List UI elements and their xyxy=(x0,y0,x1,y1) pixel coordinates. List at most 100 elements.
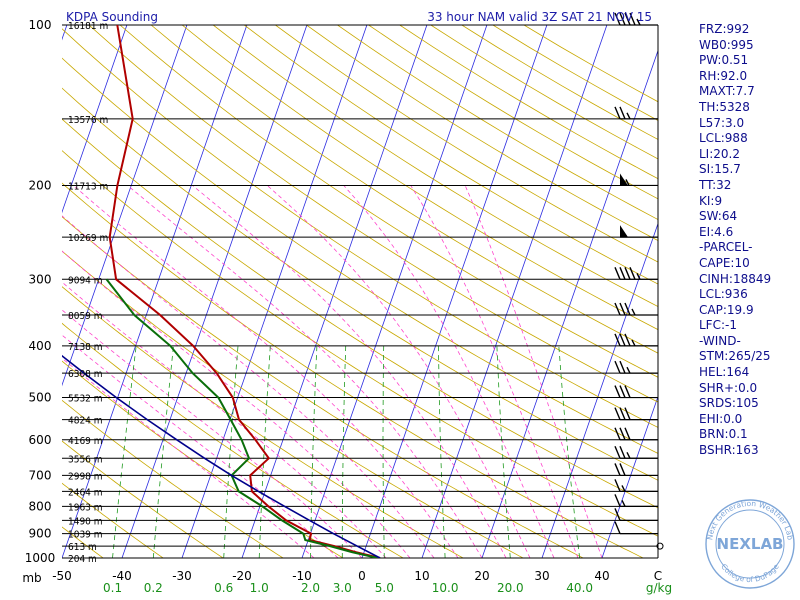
isotherm xyxy=(541,222,658,558)
index-item: LI:20.2 xyxy=(699,146,740,161)
pressure-tick-label: 300 xyxy=(29,272,52,286)
barb-flag xyxy=(624,12,631,26)
dry-adiabat xyxy=(62,150,658,537)
index-item: CAP:19.9 xyxy=(699,302,754,317)
height-label: 2464 m xyxy=(68,487,103,498)
barb-half xyxy=(621,500,626,507)
pressure-tick-label: 400 xyxy=(29,339,52,353)
index-item: SI:15.7 xyxy=(699,162,741,177)
temperature-tick-label: 40 xyxy=(594,569,609,583)
wind-barb xyxy=(614,479,658,493)
barb-half xyxy=(636,18,641,26)
mixing-ratio-label: 5.0 xyxy=(375,581,394,595)
barb-flag xyxy=(629,267,636,280)
pressure-tick-label: 900 xyxy=(29,527,52,541)
barb-flag xyxy=(614,302,621,316)
barb-half xyxy=(631,308,636,316)
pressure-tick-label: 200 xyxy=(29,178,52,192)
mixing-ratio-label: 2.0 xyxy=(301,581,320,595)
height-label: 4824 m xyxy=(68,416,103,427)
index-item: TT:32 xyxy=(699,177,732,192)
index-item: RH:92.0 xyxy=(699,68,748,83)
wind-barb xyxy=(614,302,658,316)
mixing-ratio-label: 40.0 xyxy=(566,581,593,595)
barb-flag xyxy=(624,407,631,420)
barb-flag xyxy=(619,407,626,420)
moist-adiabat xyxy=(62,334,339,558)
index-item: L57:3.0 xyxy=(699,115,745,130)
barb-flag xyxy=(619,385,626,398)
barb-flag xyxy=(614,385,621,398)
index-item: SW:64 xyxy=(699,209,738,224)
barb-half xyxy=(636,272,641,280)
barb-flag xyxy=(624,302,631,316)
height-label: 6308 m xyxy=(68,369,103,380)
barb-flag xyxy=(624,427,631,441)
temperature-tick-label: 20 xyxy=(474,569,489,583)
barb-flag xyxy=(614,12,621,26)
temperature-tick-label: -10 xyxy=(292,569,312,583)
isotherm xyxy=(0,25,7,558)
height-label: 8059 m xyxy=(68,311,103,322)
height-label: 1963 m xyxy=(68,502,103,513)
index-item: FRZ:992 xyxy=(699,22,750,36)
isotherm-lines xyxy=(0,25,658,558)
index-item: WB0:995 xyxy=(699,37,754,52)
barb-half xyxy=(621,485,626,492)
isotherm xyxy=(62,25,128,214)
wind-barb xyxy=(614,106,658,120)
wind-barb xyxy=(614,385,658,399)
moist-adiabat xyxy=(464,185,603,558)
index-item: KI:9 xyxy=(699,193,723,208)
index-item: EHI:0.0 xyxy=(699,411,743,426)
barb-pennant xyxy=(620,225,628,238)
isotherm xyxy=(241,25,428,558)
temperature-line xyxy=(108,25,381,558)
barb-flag xyxy=(614,267,621,280)
wind-barb xyxy=(614,494,658,507)
barb-half xyxy=(626,451,631,459)
chart-subtitle: 33 hour NAM valid 3Z SAT 21 NOV 15 xyxy=(427,10,652,24)
barb-flag xyxy=(619,446,626,459)
index-item: -WIND- xyxy=(699,333,741,348)
pressure-tick-label: 800 xyxy=(29,499,52,513)
index-item: BRN:0.1 xyxy=(699,427,748,442)
mixing-ratio-label: 0.6 xyxy=(214,581,233,595)
wind-barb xyxy=(614,508,658,521)
isotherm xyxy=(361,25,548,558)
index-item: HEL:164 xyxy=(699,365,750,380)
index-item: -PARCEL- xyxy=(699,240,753,255)
barb-pennant xyxy=(620,173,628,186)
index-item: LCL:936 xyxy=(699,287,748,302)
nexlab-logo: Next Generation Weather Lab College of D… xyxy=(705,499,795,589)
wind-barb xyxy=(614,446,658,459)
mixing-ratio-label: 3.0 xyxy=(333,581,352,595)
barb-flag xyxy=(619,267,626,280)
barb-flag xyxy=(619,12,626,26)
isotherm xyxy=(62,25,188,387)
barb-flag xyxy=(624,333,631,347)
height-label: 3556 m xyxy=(68,454,103,465)
barb-flag xyxy=(619,427,626,441)
wind-barb xyxy=(614,333,658,347)
chart-title: KDPA Sounding xyxy=(66,10,158,24)
temperature-tick-label: 10 xyxy=(414,569,429,583)
height-label: 7138 m xyxy=(68,342,103,353)
parcel-line xyxy=(62,354,381,558)
temperature-tick-label: -20 xyxy=(232,569,252,583)
barb-flag xyxy=(614,427,621,441)
mixing-ratio-line xyxy=(223,345,239,558)
index-item: STM:265/25 xyxy=(699,349,771,364)
dry-adiabat xyxy=(62,28,658,428)
mixing-ratio-line xyxy=(558,345,581,558)
height-label: 1490 m xyxy=(68,516,103,527)
wind-barb xyxy=(614,12,658,26)
pressure-tick-label: 500 xyxy=(29,391,52,405)
mixing-ratio-line xyxy=(310,345,318,558)
index-item: EI:4.6 xyxy=(699,224,734,239)
isotherm xyxy=(301,25,488,558)
temperature-tick-label: -30 xyxy=(172,569,192,583)
index-item: LCL:988 xyxy=(699,131,748,146)
wind-barb xyxy=(620,225,658,238)
